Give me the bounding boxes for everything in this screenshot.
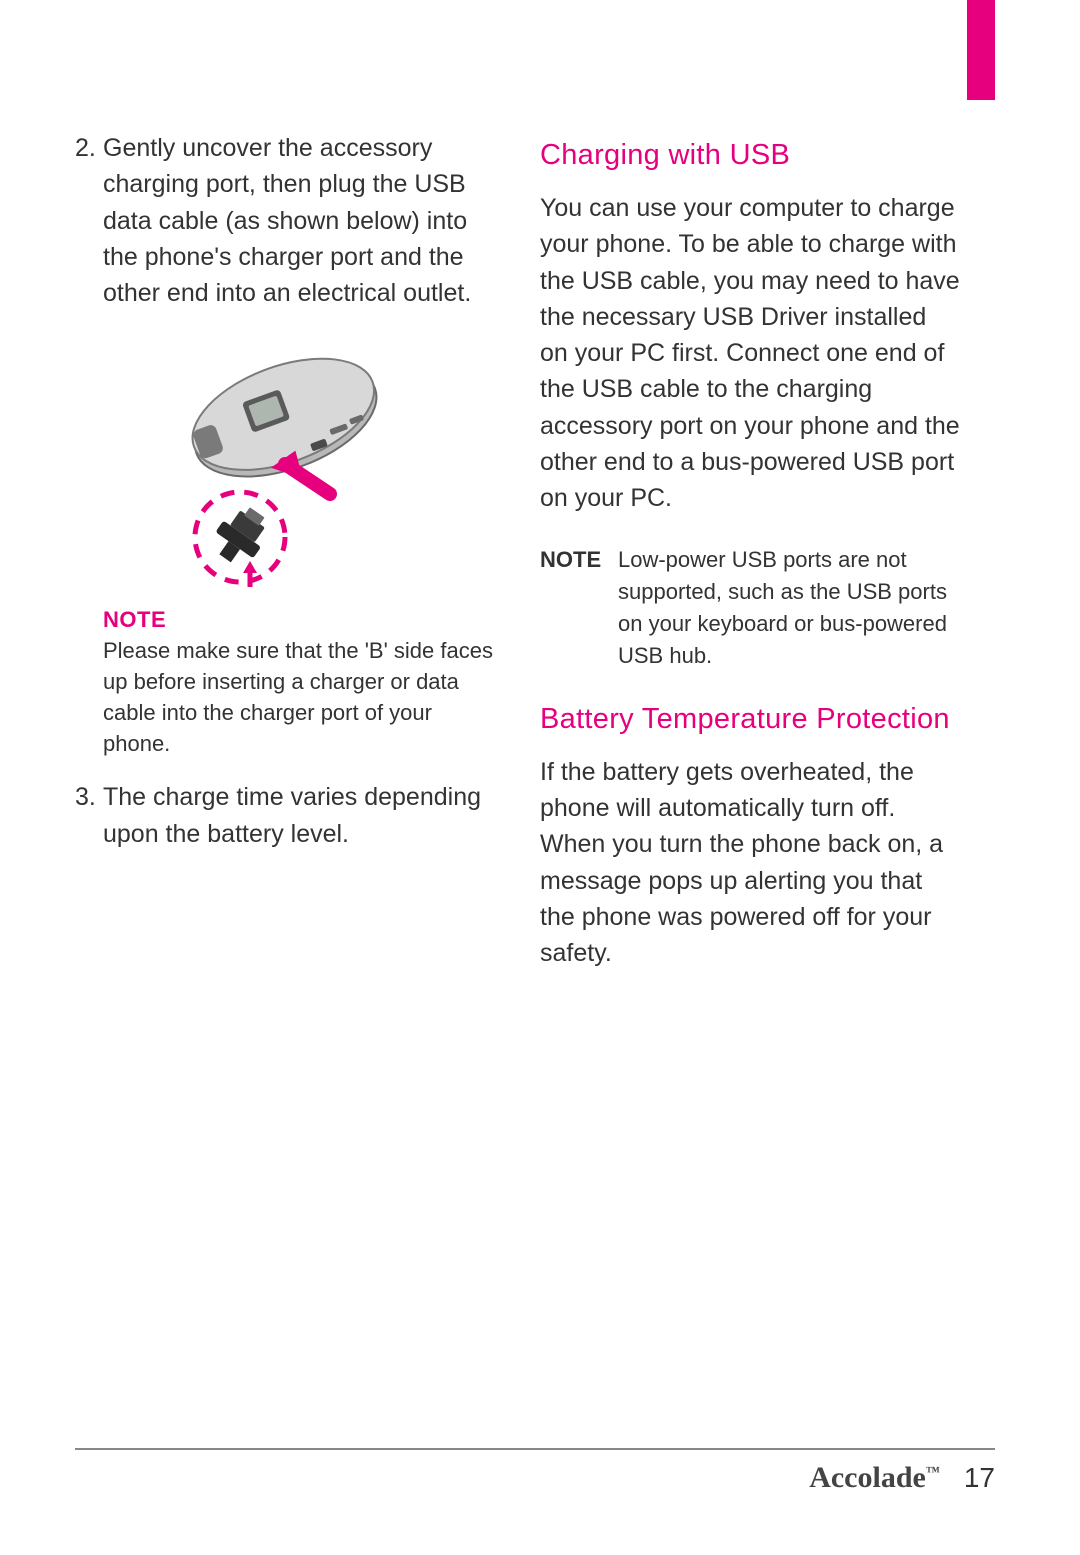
- note-block: NOTE Low-power USB ports are not support…: [540, 544, 960, 672]
- step-text: Gently uncover the accessory charging po…: [103, 130, 495, 311]
- step-2: 2. Gently uncover the accessory charging…: [75, 130, 495, 311]
- right-column: Charging with USB You can use your compu…: [540, 130, 960, 999]
- brand-text: Accolade: [809, 1461, 926, 1494]
- step-number: 3.: [75, 779, 103, 852]
- footer-rule: [75, 1448, 995, 1450]
- page-number: 17: [964, 1462, 995, 1494]
- note-block: NOTE Please make sure that the 'B' side …: [103, 604, 495, 759]
- paragraph: If the battery gets overheated, the phon…: [540, 754, 960, 972]
- page-edge-tab: [967, 0, 995, 100]
- note-label: NOTE: [540, 544, 618, 672]
- paragraph: You can use your computer to charge your…: [540, 190, 960, 516]
- page-content: 2. Gently uncover the accessory charging…: [75, 130, 995, 999]
- left-column: 2. Gently uncover the accessory charging…: [75, 130, 495, 999]
- heading-battery-temp: Battery Temperature Protection: [540, 698, 960, 740]
- phone-charging-illustration: [155, 329, 415, 589]
- step-3: 3. The charge time varies depending upon…: [75, 779, 495, 852]
- heading-charging-usb: Charging with USB: [540, 134, 960, 176]
- note-body: Low-power USB ports are not supported, s…: [618, 544, 960, 672]
- trademark-icon: ™: [926, 1465, 940, 1480]
- step-text: The charge time varies depending upon th…: [103, 779, 495, 852]
- step-number: 2.: [75, 130, 103, 311]
- note-body: Please make sure that the 'B' side faces…: [103, 636, 495, 759]
- note-label: NOTE: [103, 604, 495, 636]
- up-arrow-icon: [243, 561, 257, 587]
- brand-name: Accolade™: [809, 1461, 940, 1495]
- page-footer: Accolade™ 17: [809, 1461, 995, 1495]
- usb-connector-icon: [206, 499, 276, 571]
